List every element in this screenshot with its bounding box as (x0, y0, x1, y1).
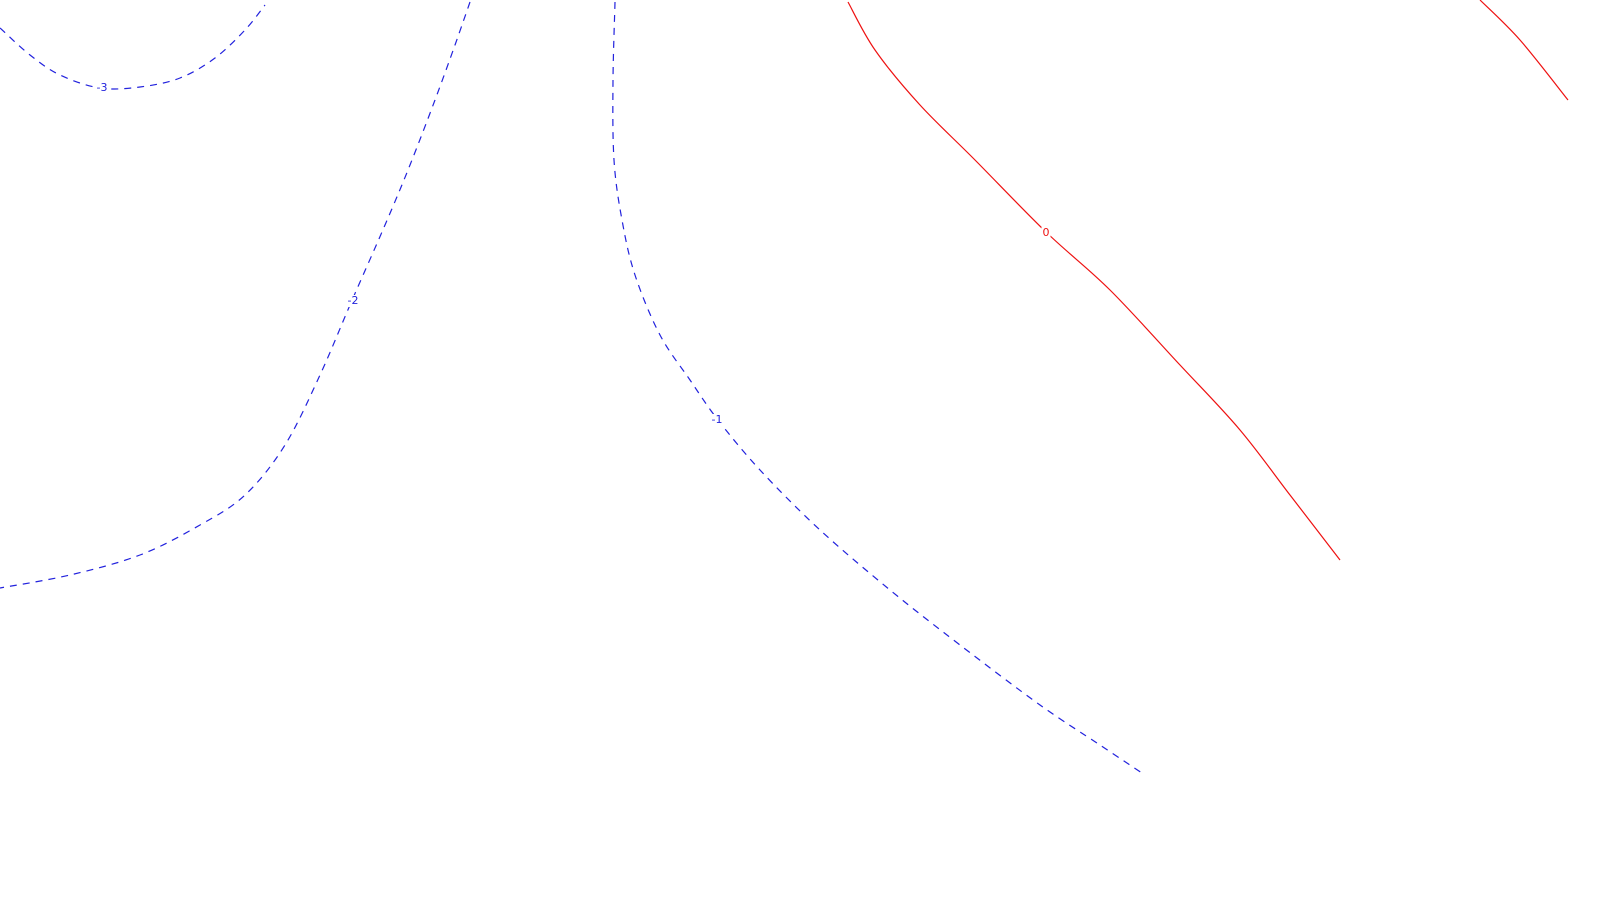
contour-line-level-0-4 (1479, 0, 1569, 101)
contour-label-bg (94, 82, 110, 94)
contour-label-bg (709, 414, 725, 426)
contour-labels: -3 -2 -1 0 (94, 81, 1051, 426)
contour-label-bg (1041, 227, 1051, 239)
contour-label-bg (345, 295, 361, 307)
contour-label-0: -3 (97, 81, 108, 94)
contour-label-2: -1 (712, 413, 723, 426)
contour-line-level-neg3-0 (0, 4, 266, 90)
contour-line-level-neg2-1 (0, 1, 471, 589)
contour-label-1: -2 (348, 294, 359, 307)
contour-line-level-0-3 (847, 1, 1341, 561)
contour-lines (0, 0, 1569, 776)
contour-line-level-neg1-2 (612, 1, 1146, 776)
contour-label-3: 0 (1043, 226, 1050, 239)
